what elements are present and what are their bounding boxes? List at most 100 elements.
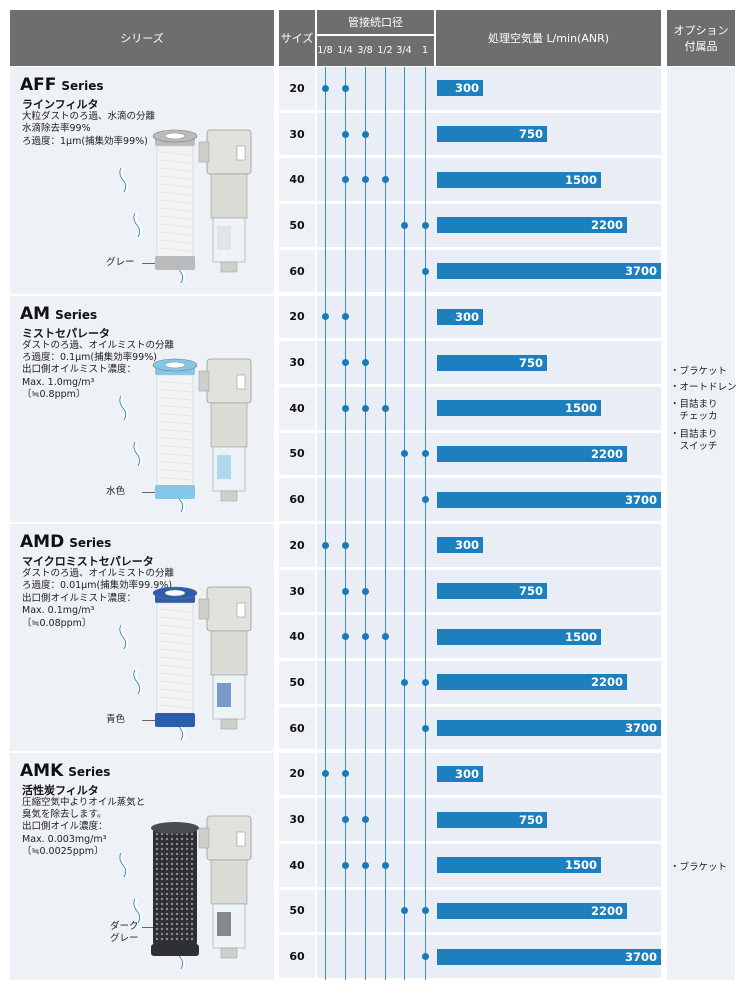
port-dot: [361, 404, 369, 412]
port-dot: [381, 861, 389, 869]
port-dot: [361, 633, 369, 641]
element-color-label: 水色: [106, 485, 126, 497]
flow-bar: 300: [437, 765, 483, 782]
flow-value: 750: [518, 127, 543, 142]
size-cell: 50: [279, 204, 315, 247]
pipe-cell: [317, 67, 434, 110]
port-dot: [341, 770, 349, 778]
filter-illustration: [152, 358, 252, 501]
option-item: ・ブラケット: [670, 366, 728, 377]
pipe-size-line: [365, 67, 366, 980]
flow-bar: 3700: [176, 487, 661, 512]
port-dot: [321, 770, 329, 778]
flow-value: 2200: [590, 903, 623, 918]
series-description-line: 出口側オイルミスト濃度：: [22, 364, 137, 376]
size-cell: 20: [279, 524, 315, 567]
port-dot: [361, 130, 369, 138]
flow-bar: 300: [437, 308, 483, 325]
axis-break-icon: [119, 396, 128, 421]
series-code: AMD: [20, 532, 65, 552]
port-dot: [361, 816, 369, 824]
flow-bar: 750: [437, 126, 547, 143]
series-title: AMK Series: [20, 761, 110, 781]
element-color-label: 青色: [106, 714, 126, 725]
flow-bar: 2200: [133, 670, 627, 695]
pipe-cell: [317, 706, 434, 750]
flow-bar: 750: [437, 811, 547, 828]
flow-value: 300: [454, 309, 479, 324]
size-cell: 30: [279, 112, 315, 156]
series-description-line: ろ過度：0.1μm(捕集効率99%): [22, 351, 157, 363]
port-dot: [400, 221, 408, 229]
pipe-size-line: [404, 67, 405, 980]
option-item: ・ブラケット: [670, 862, 728, 873]
header-pipe-sizes: 1/8 1/4 3/8 1/2 3/4 1: [317, 36, 434, 66]
axis-break-icon: [119, 853, 128, 878]
port-dot: [321, 313, 329, 321]
series-code: AFF: [20, 75, 57, 95]
filter-illustration: [152, 586, 252, 730]
flow-bar: 3700: [176, 259, 661, 284]
pipe-cell: [317, 798, 434, 841]
pipe-cell: [317, 935, 434, 978]
series-suffix: Series: [68, 764, 111, 779]
series-description-line: 〔≒0.08ppm〕: [22, 617, 92, 629]
pipe-size-line: [425, 67, 426, 980]
port-dot: [421, 678, 429, 686]
flow-value: 750: [518, 355, 543, 370]
header-option: オプション 付属品: [667, 10, 735, 66]
series-title: AFF Series: [20, 75, 103, 95]
filter-illustration: [152, 129, 252, 273]
series-suffix: Series: [55, 307, 98, 322]
pipe-cell: [317, 204, 434, 247]
options-column: [667, 67, 735, 980]
series-title: AMD Series: [20, 532, 111, 552]
series-description-line: 大粒ダストのろ過、水滴の分離: [22, 111, 156, 122]
series-description-line: ろ過度：0.01μm(捕集効率99.9%): [22, 580, 173, 592]
flow-value: 3700: [624, 949, 657, 964]
size-cell: 50: [279, 889, 315, 933]
header-pipe: 管接続口径: [317, 10, 434, 34]
element-color-leader: [142, 720, 158, 721]
pipe-cell: [317, 112, 434, 156]
series-subtitle: ラインフィルタ: [22, 98, 99, 111]
port-dot: [361, 176, 369, 184]
flow-bar: 300: [437, 80, 483, 97]
flow-bar: 3700: [176, 716, 661, 741]
header-option-line1: オプション: [673, 24, 729, 37]
port-dot: [341, 84, 349, 92]
port-dot: [400, 450, 408, 458]
axis-break-icon: [119, 167, 128, 192]
port-dot: [381, 176, 389, 184]
option-item: ・オートドレン: [670, 382, 737, 393]
axis-break-icon: [133, 898, 142, 923]
port-dot: [421, 724, 429, 732]
pipe-size-label: 1: [421, 45, 429, 56]
series-description-line: 〔≒0.0025ppm〕: [22, 846, 104, 858]
flow-value: 1500: [564, 401, 597, 416]
pipe-cell: [317, 752, 434, 796]
series-title: AM Series: [20, 304, 97, 324]
series-description-line: 臭気を除去します。: [22, 808, 107, 820]
series-description-line: 圧縮空気中よりオイル蒸気と: [22, 796, 146, 808]
flow-value: 3700: [624, 721, 657, 736]
port-dot: [321, 84, 329, 92]
flow-value: 300: [454, 81, 479, 96]
port-dot: [381, 404, 389, 412]
flow-value: 1500: [564, 629, 597, 644]
port-dot: [341, 633, 349, 641]
series-description-line: ろ過度：1μm(捕集効率99%): [22, 135, 148, 147]
pipe-cell: [317, 478, 434, 521]
option-item: ・目詰まり スイッチ: [670, 429, 718, 452]
pipe-size-label: 1/8: [317, 45, 333, 56]
pipe-cell: [317, 158, 434, 202]
series-subtitle: 活性炭フィルタ: [22, 783, 99, 797]
port-dot: [381, 633, 389, 641]
series-description-line: Max. 0.1mg/m³: [22, 605, 95, 617]
flow-bar: 1500: [119, 853, 601, 878]
port-dot: [321, 541, 329, 549]
pipe-size-line: [345, 67, 346, 980]
flow-bar: 750: [437, 354, 547, 371]
pipe-cell: [317, 295, 434, 339]
size-cell: 50: [279, 432, 315, 476]
